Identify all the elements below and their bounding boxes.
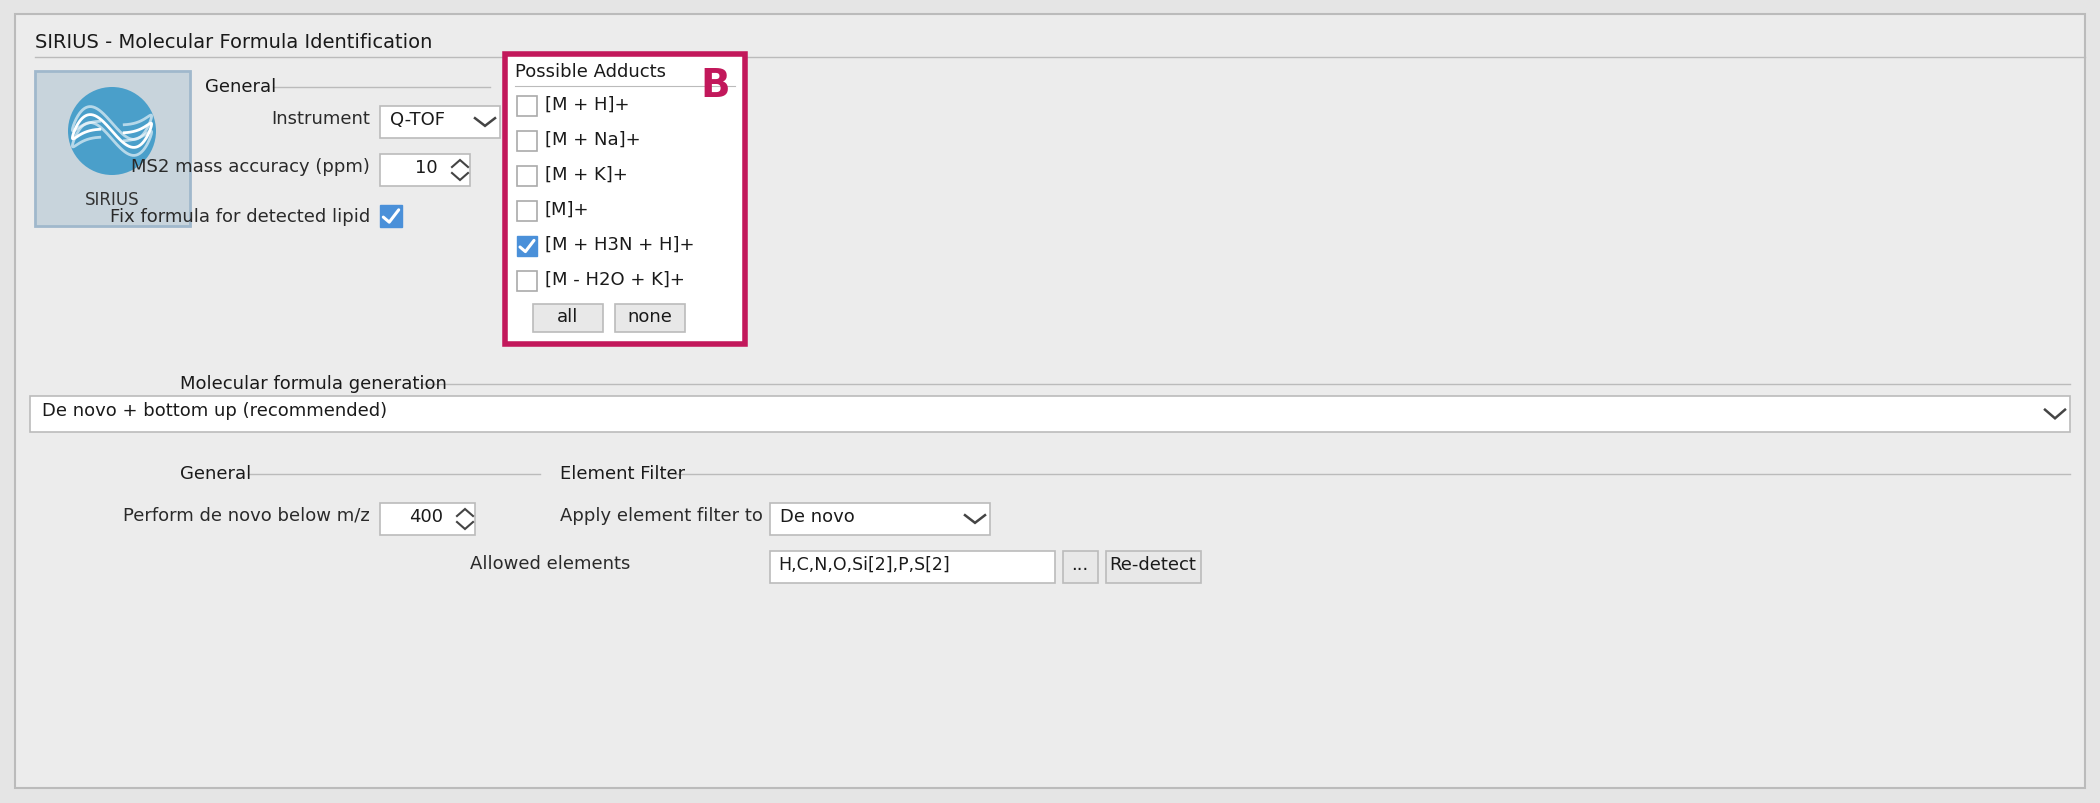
Bar (533, 304, 603, 332)
Bar (771, 552, 1054, 583)
Text: [M + Na]+: [M + Na]+ (546, 131, 640, 149)
Text: Perform de novo below m/z: Perform de novo below m/z (124, 507, 370, 524)
Text: H,C,N,O,Si[2],P,S[2]: H,C,N,O,Si[2],P,S[2] (777, 556, 949, 573)
Text: 400: 400 (410, 507, 443, 525)
Bar (517, 132, 538, 152)
Bar (517, 97, 538, 117)
Bar (380, 206, 401, 228)
Text: Molecular formula generation: Molecular formula generation (181, 374, 447, 393)
Text: Possible Adducts: Possible Adducts (514, 63, 666, 81)
Bar (1063, 552, 1098, 583)
Text: De novo: De novo (779, 507, 855, 525)
Text: General: General (206, 78, 277, 96)
Text: SIRIUS: SIRIUS (84, 191, 139, 209)
Bar (517, 237, 538, 257)
Bar (504, 55, 746, 344)
Bar (771, 503, 989, 536)
Bar (380, 107, 500, 139)
Text: Element Filter: Element Filter (561, 464, 685, 483)
Text: ...: ... (1071, 556, 1088, 573)
Text: all: all (556, 308, 580, 325)
Text: Allowed elements: Allowed elements (470, 554, 630, 573)
Text: [M + H3N + H]+: [M + H3N + H]+ (546, 236, 695, 254)
Text: [M + H]+: [M + H]+ (546, 96, 630, 114)
Text: B: B (699, 67, 731, 105)
Bar (517, 202, 538, 222)
Text: Fix formula for detected lipid: Fix formula for detected lipid (109, 208, 370, 226)
Text: [M + K]+: [M + K]+ (546, 165, 628, 184)
Bar (615, 304, 685, 332)
Text: 10: 10 (416, 159, 439, 177)
Bar (517, 271, 538, 291)
Bar (380, 155, 470, 187)
Text: Re-detect: Re-detect (1109, 556, 1197, 573)
Text: De novo + bottom up (recommended): De novo + bottom up (recommended) (42, 402, 386, 419)
Text: MS2 mass accuracy (ppm): MS2 mass accuracy (ppm) (130, 158, 370, 176)
Text: General: General (181, 464, 252, 483)
Text: [M]+: [M]+ (546, 201, 590, 218)
Circle shape (67, 88, 155, 176)
Bar (380, 503, 475, 536)
Text: SIRIUS - Molecular Formula Identification: SIRIUS - Molecular Formula Identificatio… (36, 33, 433, 52)
Text: Instrument: Instrument (271, 110, 370, 128)
Bar (517, 167, 538, 187)
Bar (29, 397, 2071, 433)
Text: [M - H2O + K]+: [M - H2O + K]+ (546, 271, 685, 288)
Text: Apply element filter to: Apply element filter to (561, 507, 762, 524)
Text: Q-TOF: Q-TOF (391, 111, 445, 128)
Bar (1107, 552, 1201, 583)
Text: none: none (628, 308, 672, 325)
Bar (36, 72, 189, 226)
